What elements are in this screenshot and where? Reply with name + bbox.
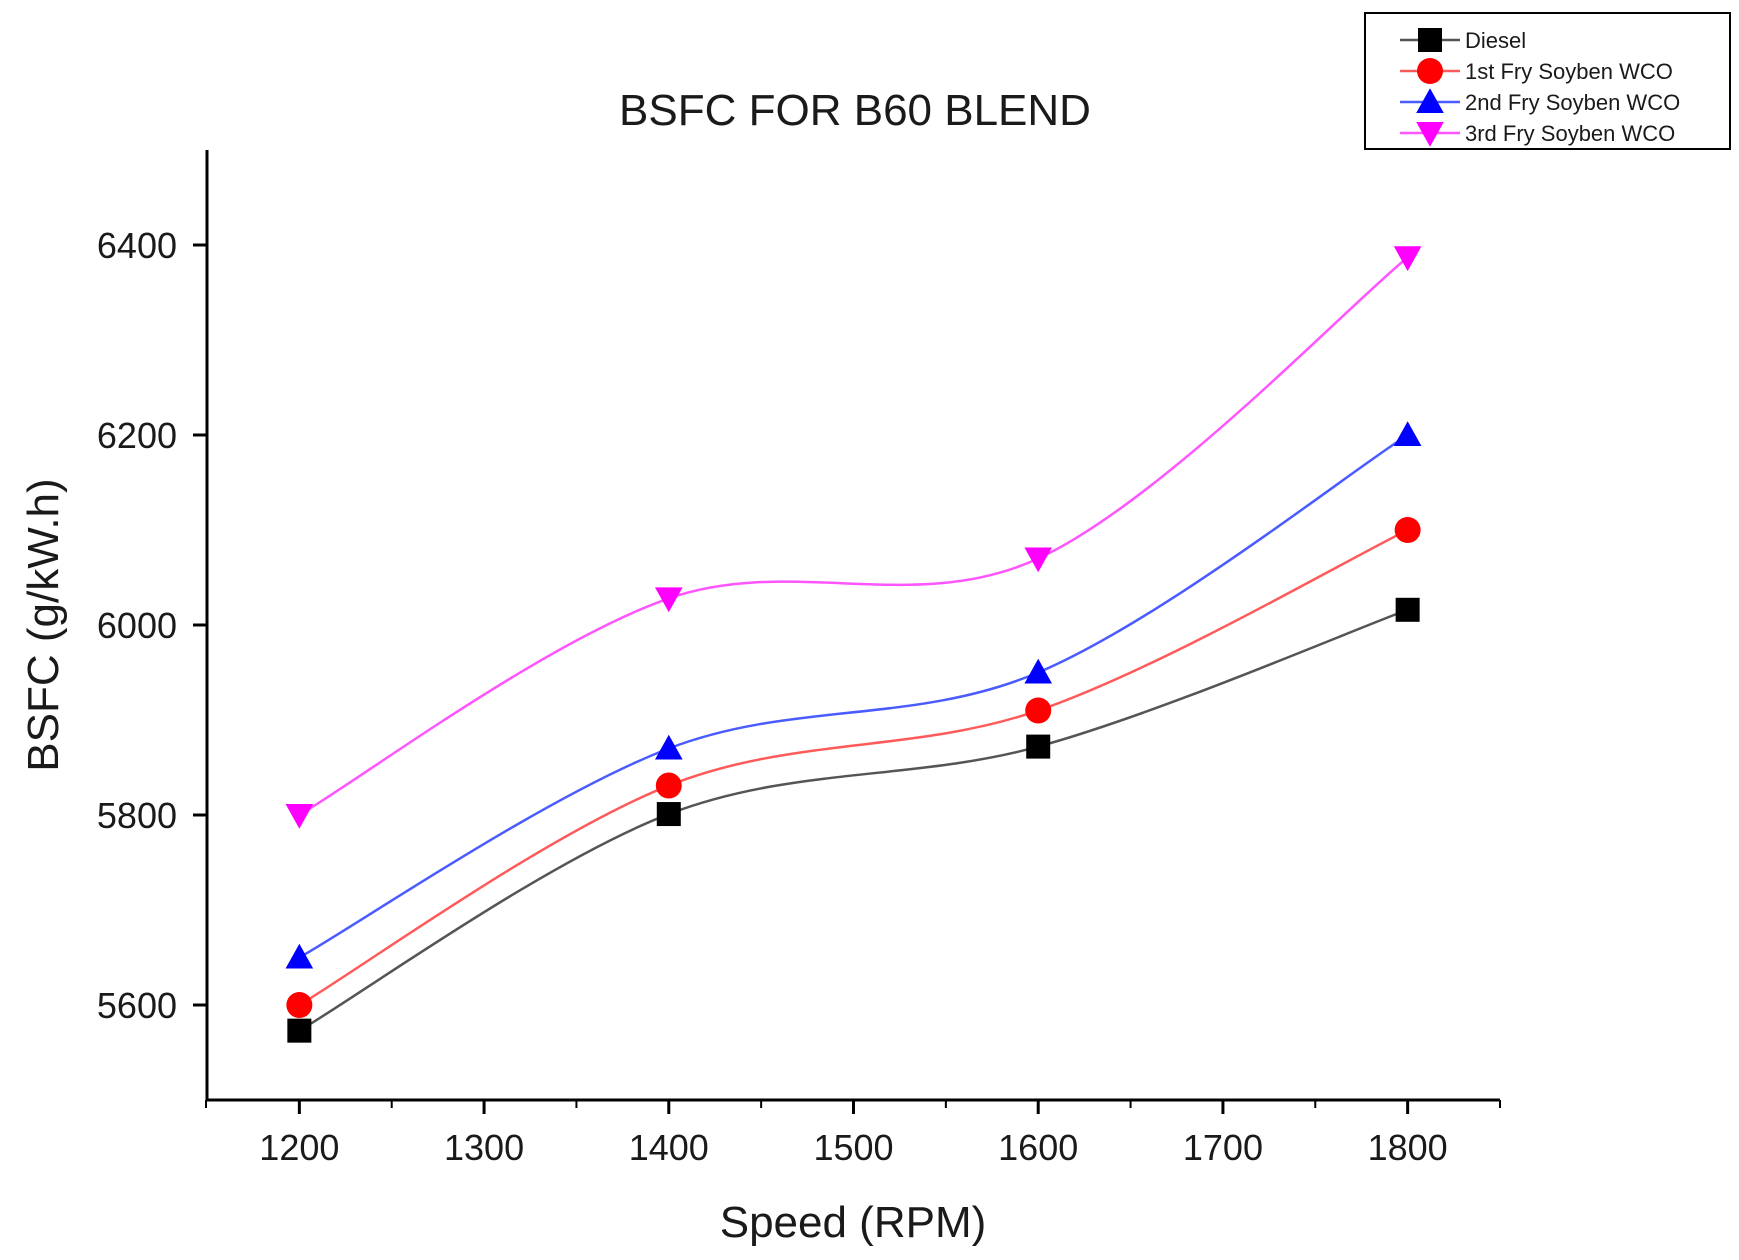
data-point <box>287 1018 312 1043</box>
data-point <box>285 803 314 829</box>
data-point <box>1024 547 1053 573</box>
series-layer <box>285 246 1422 1043</box>
legend-entry: 2nd Fry Soyben WCO <box>1400 88 1680 115</box>
y-tick-label: 6000 <box>97 605 177 646</box>
x-tick-label: 1200 <box>259 1127 339 1168</box>
chart-title: BSFC FOR B60 BLEND <box>619 86 1091 135</box>
data-point <box>654 587 683 613</box>
legend-label: 1st Fry Soyben WCO <box>1465 59 1673 84</box>
legend-label: 3rd Fry Soyben WCO <box>1465 121 1675 146</box>
legend-entry: 1st Fry Soyben WCO <box>1400 58 1673 84</box>
data-point <box>286 992 313 1018</box>
legend-label: 2nd Fry Soyben WCO <box>1465 90 1680 115</box>
series-line <box>298 608 1409 1032</box>
x-tick-label: 1300 <box>444 1127 524 1168</box>
series-line <box>298 433 1409 959</box>
legend-marker <box>1417 58 1443 84</box>
legend-label: Diesel <box>1465 28 1526 53</box>
axes <box>205 150 1500 1102</box>
data-point <box>1024 658 1053 684</box>
series-4 <box>285 246 1422 829</box>
series-line <box>298 528 1409 1007</box>
y-tick-label: 6200 <box>97 415 177 456</box>
legend-entry: Diesel <box>1400 28 1526 53</box>
series-3 <box>285 421 1422 969</box>
legend-marker <box>1416 88 1444 114</box>
legend-entry: 3rd Fry Soyben WCO <box>1400 121 1675 147</box>
data-point <box>1026 734 1051 759</box>
x-tick-label: 1500 <box>813 1127 893 1168</box>
y-tick-label: 5600 <box>97 985 177 1026</box>
y-tick-label: 5800 <box>97 795 177 836</box>
x-tick-label: 1800 <box>1368 1127 1448 1168</box>
x-tick-label: 1400 <box>629 1127 709 1168</box>
series-1 <box>287 597 1420 1043</box>
x-axis-label: Speed (RPM) <box>720 1198 987 1247</box>
data-point <box>1025 697 1052 724</box>
x-ticks: 1200 1300 1400 1500 1600 1700 1800 <box>205 1100 1501 1168</box>
y-ticks: 5600 5800 6000 6200 6400 <box>97 225 207 1026</box>
legend-marker <box>1416 121 1444 147</box>
series-2 <box>286 517 1421 1018</box>
series-line <box>298 256 1409 817</box>
data-point <box>656 802 681 827</box>
legend-marker <box>1418 28 1442 52</box>
data-point <box>1395 597 1420 622</box>
x-tick-label: 1700 <box>1183 1127 1263 1168</box>
data-point <box>655 772 682 799</box>
y-tick-label: 6400 <box>97 225 177 266</box>
x-tick-label: 1600 <box>998 1127 1078 1168</box>
data-point <box>1393 246 1422 272</box>
data-point <box>285 943 314 969</box>
data-point <box>654 734 683 760</box>
data-point <box>1393 421 1422 447</box>
data-point <box>1394 517 1421 543</box>
y-axis-label: BSFC (g/kW.h) <box>19 478 68 771</box>
legend: Diesel 1st Fry Soyben WCO 2nd Fry Soyben W… <box>1364 12 1731 150</box>
